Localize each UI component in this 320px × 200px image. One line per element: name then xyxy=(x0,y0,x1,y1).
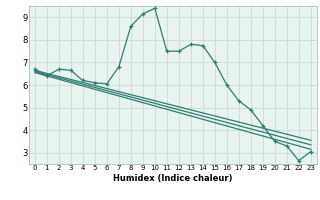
X-axis label: Humidex (Indice chaleur): Humidex (Indice chaleur) xyxy=(113,174,233,183)
